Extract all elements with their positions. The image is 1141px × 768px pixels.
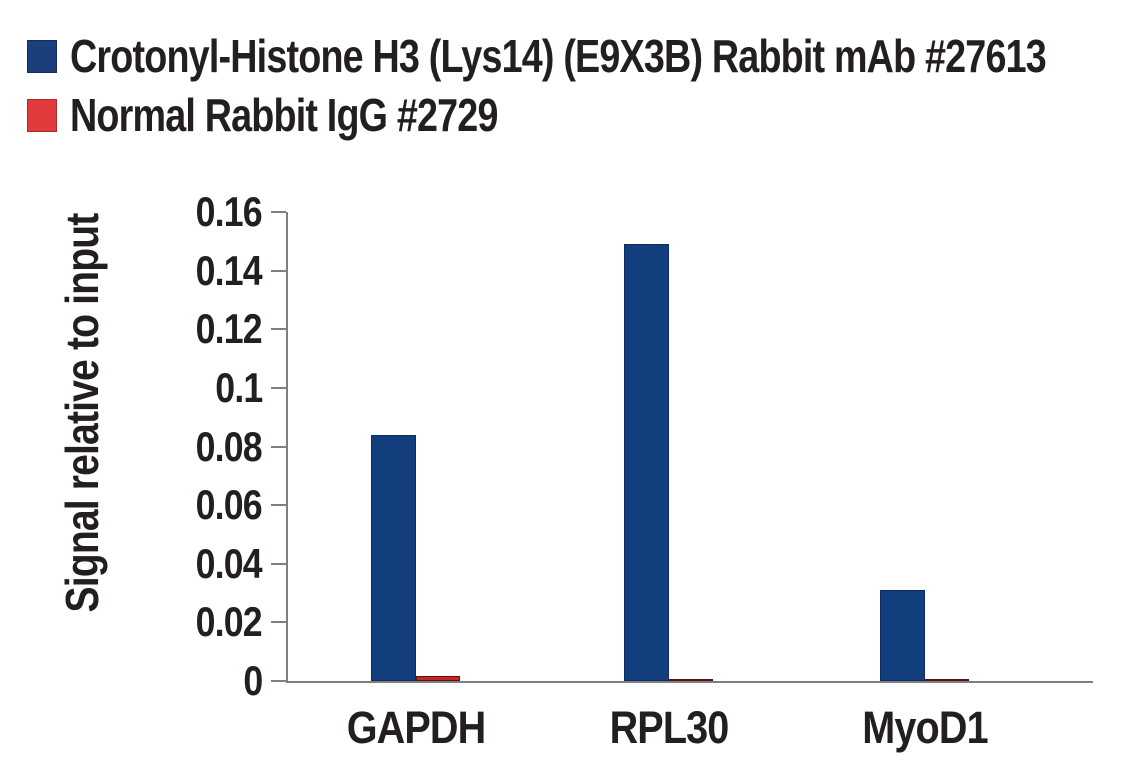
legend-item-igg: Normal Rabbit IgG #2729 bbox=[27, 89, 1141, 141]
plot-area: 0 0.02 0.04 0.06 0.08 0.1 0.12 0.14 0.16 GAPDH RPL… bbox=[196, 191, 1093, 750]
legend-item-antibody: Crotonyl-Histone H3 (Lys14) (E9X3B) Rabb… bbox=[27, 30, 1141, 82]
legend: Crotonyl-Histone H3 (Lys14) (E9X3B) Rabb… bbox=[27, 30, 1141, 141]
y-tick-label: 0.14 bbox=[195, 246, 263, 294]
x-category-label-myod1: MyoD1 bbox=[861, 702, 988, 753]
legend-label-igg: Normal Rabbit IgG #2729 bbox=[70, 89, 498, 141]
x-category-label-rpl30: RPL30 bbox=[610, 702, 730, 753]
y-tick-label: 0.04 bbox=[195, 539, 263, 587]
y-axis-title: Signal relative to input bbox=[56, 213, 108, 613]
y-tick-mark bbox=[271, 328, 286, 331]
x-category-label-gapdh: GAPDH bbox=[346, 702, 485, 753]
y-tick-mark bbox=[271, 562, 286, 565]
y-tick-mark bbox=[271, 680, 286, 682]
y-tick-mark bbox=[271, 621, 286, 624]
y-tick-label: 0.06 bbox=[195, 481, 263, 529]
y-tick-label: 0.02 bbox=[195, 598, 263, 646]
y-tick-label: 0.08 bbox=[195, 422, 263, 470]
legend-swatch-red bbox=[27, 98, 57, 132]
y-tick-label: 0.12 bbox=[195, 305, 263, 353]
bar-gapdh-antibody bbox=[370, 434, 416, 681]
y-tick-label: 0.16 bbox=[195, 188, 263, 235]
y-tick-mark bbox=[271, 445, 286, 448]
bar-rpl30-igg bbox=[669, 678, 714, 681]
y-tick-label: 0 bbox=[242, 657, 263, 704]
y-tick-label: 0.1 bbox=[214, 363, 263, 411]
y-tick-mark bbox=[271, 386, 286, 389]
y-tick-mark bbox=[271, 504, 286, 507]
legend-swatch-blue bbox=[27, 39, 57, 73]
legend-label-antibody: Crotonyl-Histone H3 (Lys14) (E9X3B) Rabb… bbox=[70, 30, 1047, 82]
bar-myod1-igg bbox=[924, 679, 969, 681]
bar-rpl30-antibody bbox=[624, 244, 670, 681]
bar-gapdh-igg bbox=[415, 676, 460, 681]
y-tick-mark bbox=[271, 211, 286, 213]
y-tick-mark bbox=[271, 269, 286, 272]
bar-myod1-antibody bbox=[879, 590, 925, 681]
